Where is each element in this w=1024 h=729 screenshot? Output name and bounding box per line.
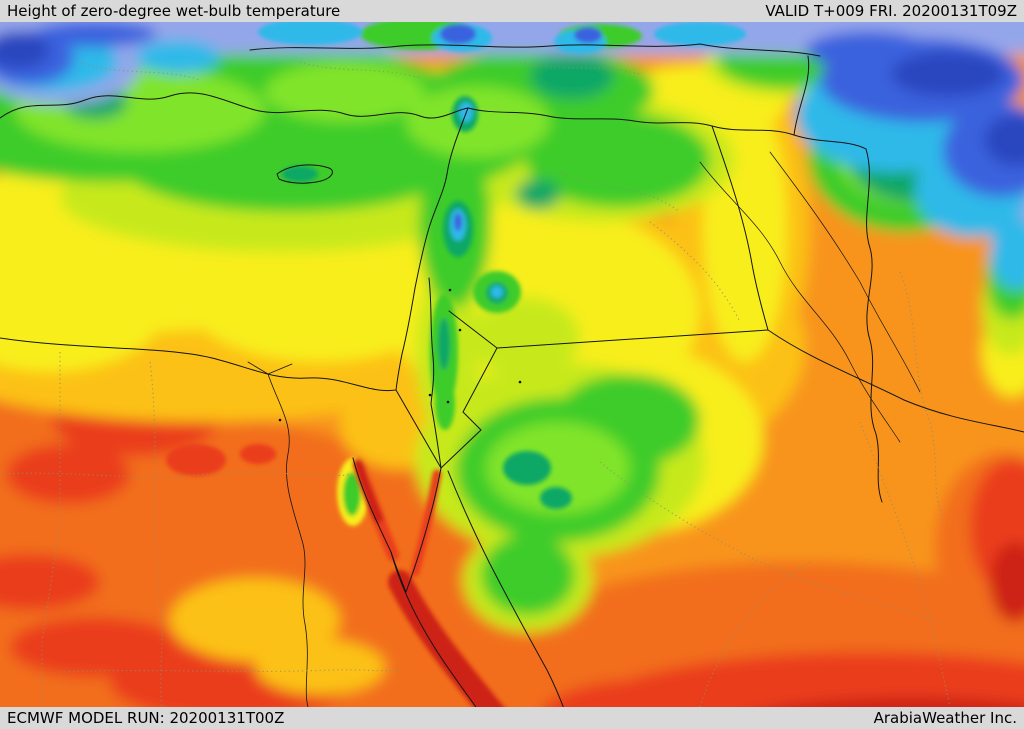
turkey-south-coast (0, 92, 469, 119)
israel-egypt-border (395, 389, 442, 469)
black-sea-coast (249, 43, 821, 57)
jordan-valley-border (428, 277, 442, 469)
turkey-syria-iraq-border (467, 107, 867, 150)
red-sea-strokes-darkred (353, 459, 505, 707)
red-sea-arabian-coast (447, 470, 564, 707)
header-bar: Height of zero-degree wet-bulb temperatu… (0, 0, 1024, 22)
detail-teal (282, 96, 572, 509)
map-area (0, 22, 1024, 707)
detail-green (343, 22, 642, 516)
syria-jordan-border (448, 310, 498, 349)
model-run-label: ECMWF MODEL RUN: 20200131T00Z (7, 709, 285, 727)
detail-red (166, 444, 276, 476)
nile-river (267, 373, 309, 707)
provider-credit: ArabiaWeather Inc. (873, 709, 1017, 727)
red-sea-shading (353, 459, 505, 707)
sinai-coast (352, 457, 442, 593)
levant-egypt-coast (0, 107, 469, 392)
map-title: Height of zero-degree wet-bulb temperatu… (7, 2, 341, 20)
wetbulb-field-coarse (0, 22, 1024, 707)
jordan-iraq-border (496, 329, 769, 349)
detail-blue (440, 24, 602, 231)
valid-time-label: VALID T+009 FRI. 20200131T09Z (765, 2, 1017, 20)
syria-iraq-border (711, 125, 769, 331)
jordan-saudi-border (440, 347, 498, 469)
footer-bar: ECMWF MODEL RUN: 20200131T00Z ArabiaWeat… (0, 707, 1024, 729)
red-sea-african-coast (390, 551, 477, 707)
cyprus-coast (276, 164, 333, 184)
band-darkblue (0, 31, 1024, 166)
euphrates-river (699, 161, 901, 443)
tigris-river (769, 151, 921, 393)
admin-dotted-borders (0, 61, 951, 707)
iran-border (865, 148, 883, 503)
weather-map-canvas (0, 22, 1024, 707)
band-darkred (777, 542, 1024, 707)
nile-delta (247, 361, 293, 375)
turkey-ne-border (793, 55, 810, 136)
iraq-saudi-border (767, 329, 1024, 433)
country-borders (0, 43, 1024, 707)
city-dots (278, 288, 522, 422)
wetbulb-field-detail (166, 22, 746, 526)
